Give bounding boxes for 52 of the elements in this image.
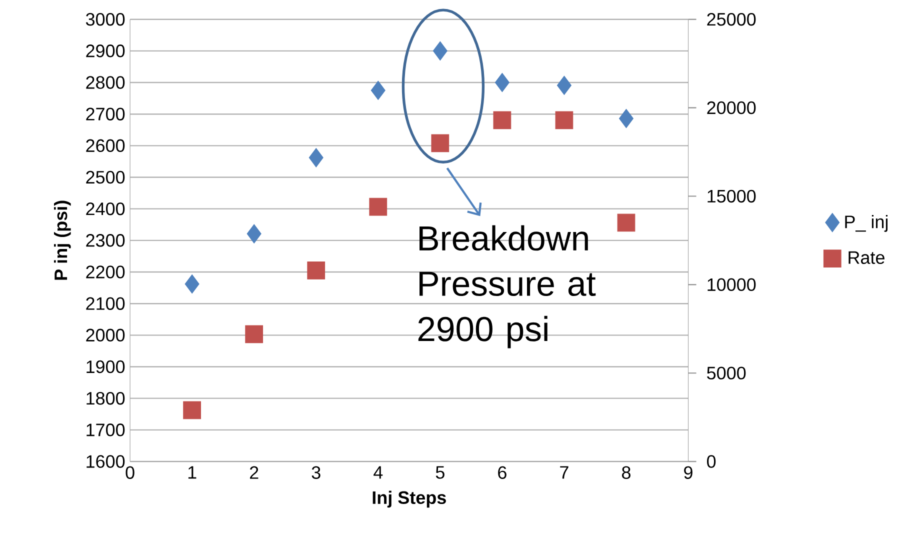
point <box>184 274 200 294</box>
x-tick-label: 2 <box>250 466 258 479</box>
x-tick-label: 8 <box>622 466 630 479</box>
point <box>432 41 448 60</box>
point <box>556 76 572 95</box>
y-tick-label: 2900 <box>86 44 125 58</box>
point <box>494 72 510 92</box>
x-tick-label: 7 <box>560 466 568 479</box>
x-tick-label: 3 <box>312 466 320 479</box>
y-axis-title: P inj (psi) <box>54 200 71 280</box>
y2-tick-label: 15000 <box>708 190 756 202</box>
y-tick-label: 3000 <box>86 12 125 26</box>
point <box>431 134 450 152</box>
point <box>245 325 264 344</box>
annotation: Breakdown Pressure at 2900 psi <box>418 225 596 348</box>
y2-tick-label: 20000 <box>707 101 756 114</box>
y2-tick-label: 25000 <box>707 12 756 26</box>
x-tick-label: 9 <box>684 466 692 479</box>
y2-tick-label: 5000 <box>707 366 746 380</box>
legend-label: Rate <box>848 251 884 264</box>
y-tick-label: 2000 <box>86 328 125 342</box>
y-tick-label: 1600 <box>86 455 125 468</box>
y2-tick-label: 10000 <box>708 278 756 291</box>
y-tick-label: 2200 <box>86 266 125 278</box>
y-tick-label: 2800 <box>86 76 125 89</box>
legend-label: P_ inj <box>845 214 888 232</box>
point <box>183 401 202 420</box>
x-axis-title: Inj Steps <box>372 490 446 508</box>
point <box>618 108 634 128</box>
y-tick-label: 2400 <box>86 202 125 216</box>
point <box>493 111 512 129</box>
y-tick-label: 2600 <box>86 139 125 152</box>
point <box>246 224 262 244</box>
y-tick-label: 2300 <box>86 234 125 247</box>
x-tick-label: 4 <box>374 466 383 479</box>
y-tick-label: 1900 <box>86 360 125 374</box>
y-tick-label: 1700 <box>86 423 125 436</box>
point <box>370 80 386 100</box>
y-tick-label: 2100 <box>86 297 125 310</box>
point <box>308 148 324 168</box>
point <box>617 214 636 232</box>
point <box>307 261 326 280</box>
x-tick-label: 5 <box>436 466 444 479</box>
y-tick-label: 2700 <box>86 108 125 120</box>
x-tick-label: 1 <box>188 466 196 479</box>
x-tick-label: 6 <box>498 466 506 479</box>
point <box>555 111 574 129</box>
x-tick-label: 0 <box>126 466 134 479</box>
point <box>369 198 388 216</box>
y-tick-label: 1800 <box>86 392 125 405</box>
y2-tick-label: 0 <box>707 455 716 468</box>
y-tick-label: 2500 <box>86 170 125 184</box>
